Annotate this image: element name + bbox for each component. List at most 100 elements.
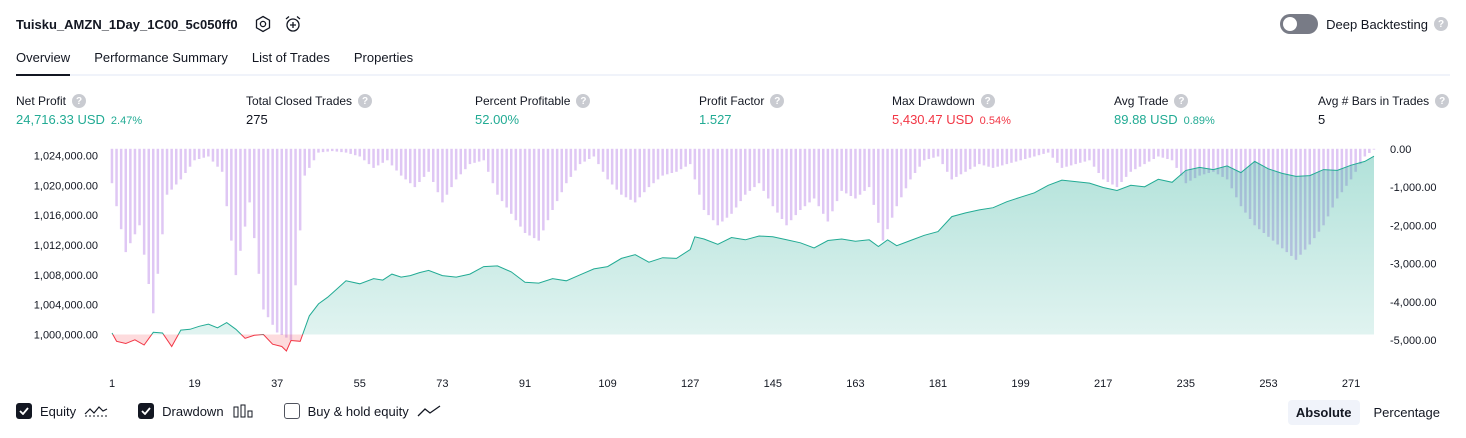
drawdown-bar	[523, 148, 527, 233]
percentage-button[interactable]: Percentage	[1373, 405, 1441, 420]
drawdown-bar	[812, 148, 816, 199]
info-icon[interactable]: ?	[770, 94, 785, 108]
drawdown-bar	[1184, 148, 1188, 184]
tab-overview[interactable]: Overview	[16, 46, 71, 76]
legend-buy-hold[interactable]: Buy & hold equity	[283, 403, 441, 419]
drawdown-bar	[574, 148, 577, 171]
drawdown-bar	[1216, 148, 1220, 175]
drawdown-bar	[1143, 148, 1146, 165]
drawdown-bar	[794, 148, 797, 216]
drawdown-bar	[762, 148, 765, 191]
drawdown-bar	[275, 148, 279, 333]
drawdown-bar	[647, 148, 651, 188]
drawdown-bar	[367, 148, 371, 165]
metric-avg-trade: Avg Trade? 89.88 USD 0.89%	[1114, 94, 1215, 127]
metric-value: 5,430.47 USD	[892, 112, 974, 127]
drawdown-bar	[565, 148, 568, 184]
drawdown-bar	[711, 148, 715, 221]
drawdown-bar	[909, 148, 912, 180]
drawdown-bar	[1069, 148, 1073, 166]
drawdown-bar	[1225, 148, 1229, 180]
drawdown-bar	[652, 148, 655, 184]
drawdown-bar	[578, 148, 582, 165]
drawdown-bar	[776, 148, 779, 213]
right-axis-tick: -4,000.00	[1390, 297, 1436, 309]
legend-equity[interactable]: Equity	[16, 403, 108, 419]
drawdown-bar	[312, 148, 316, 161]
drawdown-bar	[661, 148, 664, 176]
drawdown-bar	[744, 148, 747, 195]
right-axis-tick: 0.00	[1390, 144, 1411, 156]
info-icon[interactable]: ?	[1174, 94, 1189, 108]
drawdown-bar	[748, 148, 752, 191]
strategy-header: Tuisku_AMZN_1Day_1C00_5c050ff0	[16, 14, 304, 34]
metric-percent-profitable: Percent Profitable? 52.00%	[475, 94, 591, 127]
settings-icon[interactable]	[252, 14, 274, 34]
drawdown-bar	[670, 148, 674, 173]
drawdown-bar	[835, 148, 839, 202]
drawdown-bar	[216, 148, 219, 167]
drawdown-bar	[197, 148, 201, 159]
drawdown-bar	[955, 148, 958, 177]
legend-equity-label: Equity	[40, 403, 77, 419]
drawdown-bar	[165, 148, 169, 195]
deep-backtesting-label: Deep Backtesting	[1326, 16, 1428, 32]
drawdown-bar	[684, 148, 687, 167]
x-axis-tick: 109	[598, 378, 616, 390]
drawdown-bar	[298, 148, 302, 231]
help-icon[interactable]: ?	[1434, 17, 1448, 31]
drawdown-bar	[730, 148, 733, 214]
info-icon[interactable]: ?	[980, 94, 995, 108]
drawdown-bar	[477, 148, 481, 162]
drawdown-bar	[854, 148, 857, 199]
x-axis-tick: 19	[188, 378, 200, 390]
alarm-add-icon[interactable]	[282, 14, 304, 34]
drawdown-bar	[886, 148, 889, 230]
drawdown-bar	[872, 148, 875, 205]
info-icon[interactable]: ?	[72, 94, 87, 108]
drawdown-bar	[358, 148, 361, 157]
drawdown-bar	[280, 148, 283, 335]
drawdown-bar	[895, 148, 898, 207]
drawdown-bar	[1363, 148, 1367, 157]
info-icon[interactable]: ?	[358, 94, 373, 108]
drawdown-bar	[1115, 148, 1119, 188]
drawdown-bar	[1060, 148, 1064, 168]
drawdown-bar	[1134, 148, 1137, 170]
drawdown-bar	[1106, 148, 1110, 182]
drawdown-bar	[771, 148, 775, 207]
equity-drawdown-chart[interactable]: 1,024,000.00 1,020,000.00 1,016,000.00 1,01…	[0, 140, 1466, 400]
equity-checkbox[interactable]	[16, 403, 32, 419]
drawdown-bar	[643, 148, 646, 193]
drawdown-bar	[757, 148, 761, 184]
drawdown-bar	[225, 148, 228, 207]
info-icon[interactable]: ?	[576, 94, 591, 108]
drawdown-checkbox[interactable]	[138, 403, 155, 419]
drawdown-bar	[789, 148, 793, 221]
x-axis-tick: 181	[929, 378, 947, 390]
deep-backtesting-toggle[interactable]	[1280, 14, 1319, 34]
info-icon[interactable]: ?	[1435, 94, 1450, 108]
drawdown-bar	[542, 148, 545, 231]
drawdown-bar	[1046, 148, 1050, 153]
drawdown-bar	[133, 148, 137, 235]
drawdown-bar	[831, 148, 834, 212]
drawdown-bar	[138, 148, 141, 226]
drawdown-bar	[1170, 148, 1174, 161]
drawdown-bar	[725, 148, 729, 218]
tab-performance-summary[interactable]: Performance Summary	[94, 50, 228, 65]
drawdown-bar	[1202, 148, 1206, 175]
drawdown-bar	[913, 148, 917, 173]
legend-drawdown[interactable]: Drawdown	[138, 403, 253, 419]
drawdown-bar	[1198, 148, 1201, 176]
drawdown-bar	[996, 148, 999, 167]
absolute-button[interactable]: Absolute	[1287, 400, 1360, 425]
buy-hold-checkbox[interactable]	[283, 403, 300, 419]
drawdown-bar	[1221, 148, 1224, 177]
tab-list-of-trades[interactable]: List of Trades	[251, 50, 330, 65]
drawdown-bar	[528, 148, 531, 236]
drawdown-bar	[262, 148, 265, 310]
tab-properties[interactable]: Properties	[353, 50, 414, 65]
drawdown-bar	[1359, 148, 1362, 165]
metric-percent: 2.47%	[110, 115, 143, 127]
